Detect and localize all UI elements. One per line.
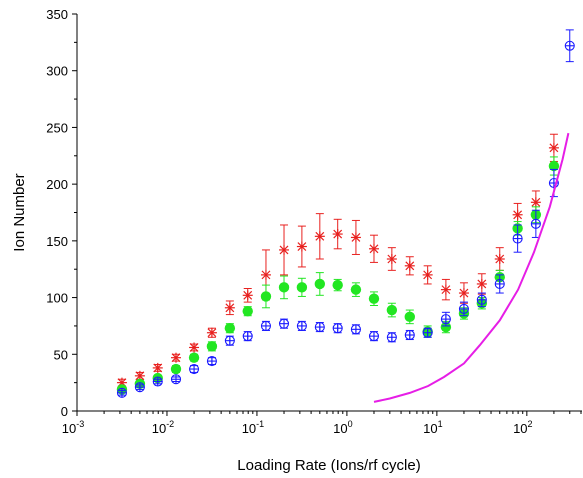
y-tick-label: 350 [46,7,68,22]
data-point-open-circle [404,329,415,341]
data-point-asterisk [440,284,451,295]
y-tick-label: 150 [46,234,68,249]
x-axis-title: Loading Rate (Ions/rf cycle) [237,457,420,474]
x-tick-label: 100 [333,419,352,436]
data-point-asterisk [476,278,487,289]
data-point-asterisk [548,142,559,153]
data-point-open-circle [564,40,575,51]
y-ticks: 0 50 100 150 200 250 300 350 [46,7,77,419]
data-point-asterisk [368,243,379,254]
data-point-open-circle [260,320,272,331]
y-tick-label: 50 [54,347,68,362]
data-point-filled-circle [404,311,415,323]
data-point-filled-circle [278,282,290,293]
data-point-asterisk [422,269,433,280]
data-point-filled-circle [440,321,452,333]
data-point-filled-circle [224,322,236,334]
data-point-open-circle [386,332,397,343]
data-point-filled-circle [206,341,218,352]
data-point-asterisk [206,327,217,338]
data-point-filled-circle [260,291,272,302]
data-point-open-circle [476,294,487,305]
data-point-open-circle [296,320,307,331]
series-line [373,132,570,403]
data-point-asterisk [530,197,541,208]
data-point-open-circle [350,324,361,335]
data-point-asterisk [458,288,469,299]
data-point-open-circle [458,303,470,314]
data-point-filled-circle [368,293,380,304]
data-point-open-circle [152,376,163,387]
data-point-asterisk [386,254,397,265]
data-point-asterisk [314,231,325,242]
y-tick-label: 300 [46,64,68,79]
data-point-asterisk [242,290,253,301]
data-point-asterisk [332,229,343,240]
data-point-open-circle [242,331,253,342]
data-point-open-circle [530,218,541,229]
y-axis-title: Ion Number [11,173,28,251]
data-point-filled-circle [296,282,308,293]
data-point-open-circle [512,233,523,244]
y-tick-label: 0 [61,404,68,419]
y-tick-label: 250 [46,120,68,135]
y-tick-label: 100 [46,291,68,306]
series-layer [116,29,575,403]
data-point-open-circle [170,374,182,385]
x-tick-label: 10-1 [242,419,264,436]
data-point-open-circle [206,356,217,367]
data-point-asterisk [296,241,307,252]
data-point-asterisk [512,209,523,220]
data-point-open-circle [494,278,505,290]
x-tick-label: 101 [423,419,442,436]
data-point-filled-circle [170,363,182,375]
data-point-open-circle [332,323,343,334]
series-filled-circle [116,156,560,395]
series-asterisk [116,133,559,388]
x-tick-label: 102 [513,419,532,436]
data-point-open-circle [422,327,433,338]
x-tick-label: 10-3 [62,419,84,436]
data-point-filled-circle [548,160,560,172]
data-point-open-circle [224,335,235,346]
series-open-circle-cross [116,29,575,398]
data-point-open-circle [116,387,128,398]
x-ticks: 10-3 10-2 10-1 100 101 102 [62,411,582,436]
data-point-asterisk [350,232,361,243]
data-point-open-circle [440,314,451,325]
data-point-asterisk [404,260,415,271]
data-point-open-circle [134,382,145,393]
data-point-filled-circle [386,304,398,316]
data-point-open-circle [368,331,380,342]
data-point-asterisk [279,244,290,255]
data-point-asterisk [224,302,235,313]
data-point-filled-circle [242,305,253,317]
data-point-asterisk [189,342,200,353]
data-point-asterisk [152,362,163,373]
data-point-filled-circle [314,278,326,290]
data-point-filled-circle [188,352,200,363]
data-point-filled-circle [350,284,362,295]
data-point-open-circle [188,363,200,375]
data-point-filled-circle [332,279,343,291]
data-point-open-circle [278,318,290,329]
data-point-asterisk [170,352,181,363]
y-tick-label: 200 [46,177,68,192]
model-curve-line [373,132,570,403]
data-point-asterisk [494,254,505,265]
x-tick-label: 10-2 [152,419,174,436]
data-point-asterisk [260,269,271,280]
data-point-open-circle [314,322,325,333]
